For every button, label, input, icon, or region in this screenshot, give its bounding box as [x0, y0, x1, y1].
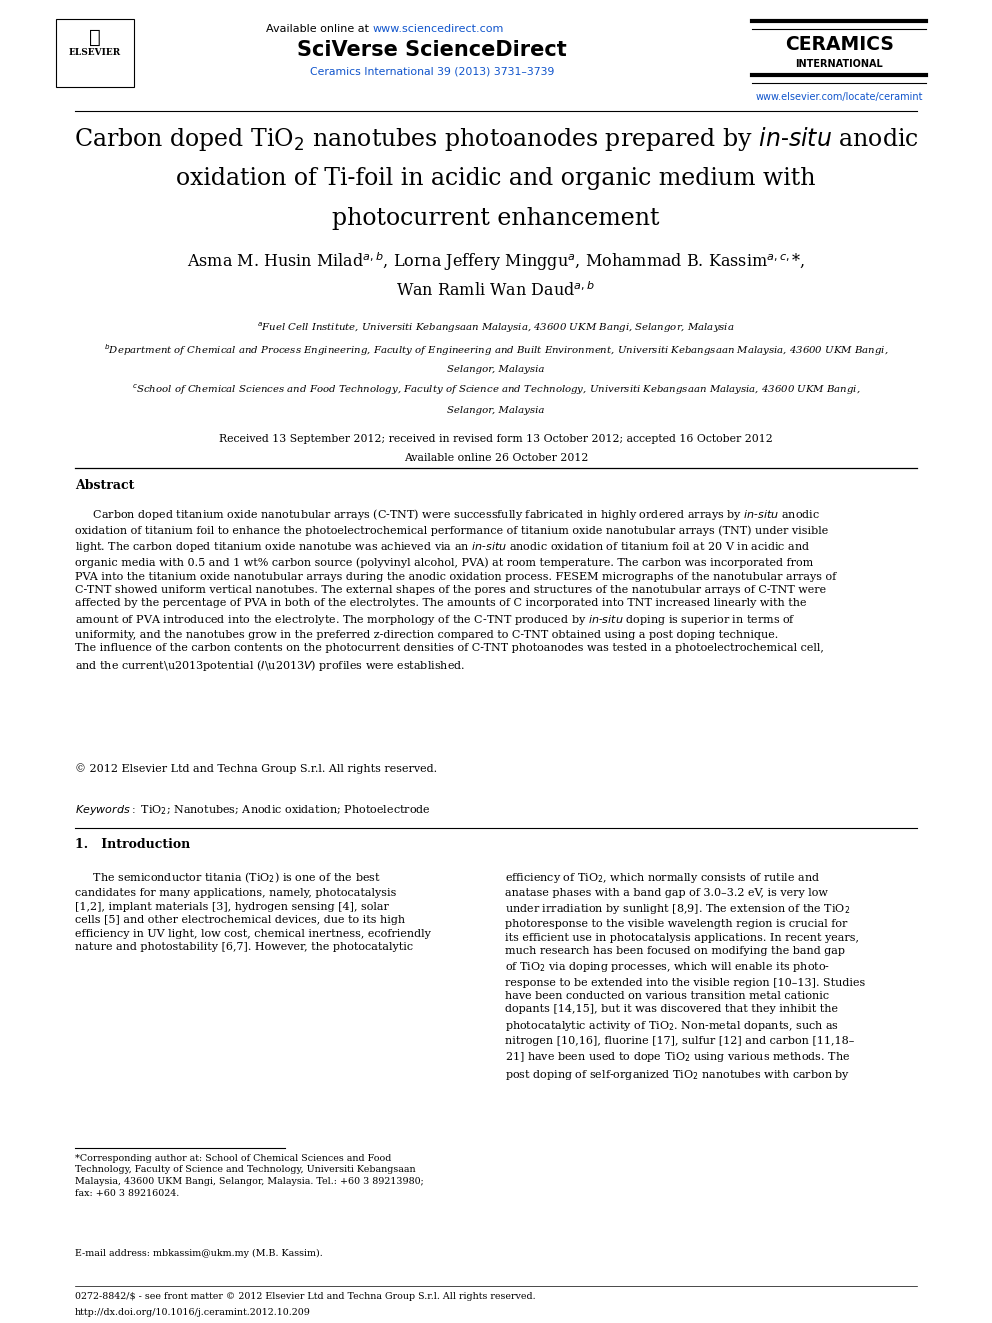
Text: ⬛: ⬛: [89, 28, 101, 46]
Text: photocurrent enhancement: photocurrent enhancement: [332, 206, 660, 230]
Text: $^b$Department of Chemical and Process Engineering, Faculty of Engineering and B: $^b$Department of Chemical and Process E…: [104, 343, 888, 359]
Text: http://dx.doi.org/10.1016/j.ceramint.2012.10.209: http://dx.doi.org/10.1016/j.ceramint.201…: [74, 1308, 310, 1316]
Text: Available online at: Available online at: [266, 24, 372, 34]
Text: SciVerse ScienceDirect: SciVerse ScienceDirect: [297, 40, 566, 61]
Text: $\mathit{Keywords:}$ TiO$_2$; Nanotubes; Anodic oxidation; Photoelectrode: $\mathit{Keywords:}$ TiO$_2$; Nanotubes;…: [74, 803, 431, 816]
Text: INTERNATIONAL: INTERNATIONAL: [796, 58, 883, 69]
Text: © 2012 Elsevier Ltd and Techna Group S.r.l. All rights reserved.: © 2012 Elsevier Ltd and Techna Group S.r…: [74, 763, 436, 774]
Text: The semiconductor titania (TiO$_2$) is one of the best
candidates for many appli: The semiconductor titania (TiO$_2$) is o…: [74, 871, 431, 953]
Text: efficiency of TiO$_2$, which normally consists of rutile and
anatase phases with: efficiency of TiO$_2$, which normally co…: [505, 871, 865, 1082]
Text: Asma M. Husin Milad$^{a,b}$, Lorna Jeffery Minggu$^{a}$, Mohammad B. Kassim$^{a,: Asma M. Husin Milad$^{a,b}$, Lorna Jeffe…: [187, 250, 805, 274]
Text: 1.   Introduction: 1. Introduction: [74, 837, 189, 851]
Text: Carbon doped TiO$_2$ nanotubes photoanodes prepared by $\mathit{in}$-$\mathit{si: Carbon doped TiO$_2$ nanotubes photoanod…: [73, 124, 919, 153]
Text: 0272-8842/$ - see front matter © 2012 Elsevier Ltd and Techna Group S.r.l. All r: 0272-8842/$ - see front matter © 2012 El…: [74, 1293, 536, 1301]
Text: Abstract: Abstract: [74, 479, 134, 492]
Text: $^c$School of Chemical Sciences and Food Technology, Faculty of Science and Tech: $^c$School of Chemical Sciences and Food…: [132, 384, 860, 397]
Text: Selangor, Malaysia: Selangor, Malaysia: [447, 365, 545, 373]
Text: CERAMICS: CERAMICS: [785, 36, 894, 54]
Text: *Corresponding author at: School of Chemical Sciences and Food
Technology, Facul: *Corresponding author at: School of Chem…: [74, 1154, 424, 1197]
FancyBboxPatch shape: [57, 19, 134, 87]
Text: $^a$Fuel Cell Institute, Universiti Kebangsaan Malaysia, 43600 UKM Bangi, Selang: $^a$Fuel Cell Institute, Universiti Keba…: [257, 321, 735, 335]
Text: Ceramics International 39 (2013) 3731–3739: Ceramics International 39 (2013) 3731–37…: [310, 66, 555, 77]
Text: Carbon doped titanium oxide nanotubular arrays (C-TNT) were successfully fabrica: Carbon doped titanium oxide nanotubular …: [74, 507, 836, 673]
Text: ELSEVIER: ELSEVIER: [68, 49, 121, 57]
Text: oxidation of Ti-foil in acidic and organic medium with: oxidation of Ti-foil in acidic and organ…: [177, 167, 815, 191]
Text: Selangor, Malaysia: Selangor, Malaysia: [447, 406, 545, 414]
Text: Available online 26 October 2012: Available online 26 October 2012: [404, 452, 588, 463]
Text: E-mail address: mbkassim@ukm.my (M.B. Kassim).: E-mail address: mbkassim@ukm.my (M.B. Ka…: [74, 1249, 322, 1258]
Text: www.sciencedirect.com: www.sciencedirect.com: [372, 24, 504, 34]
Text: Received 13 September 2012; received in revised form 13 October 2012; accepted 1: Received 13 September 2012; received in …: [219, 434, 773, 445]
Text: Wan Ramli Wan Daud$^{a,b}$: Wan Ramli Wan Daud$^{a,b}$: [397, 282, 595, 300]
Text: www.elsevier.com/locate/ceramint: www.elsevier.com/locate/ceramint: [756, 91, 924, 102]
